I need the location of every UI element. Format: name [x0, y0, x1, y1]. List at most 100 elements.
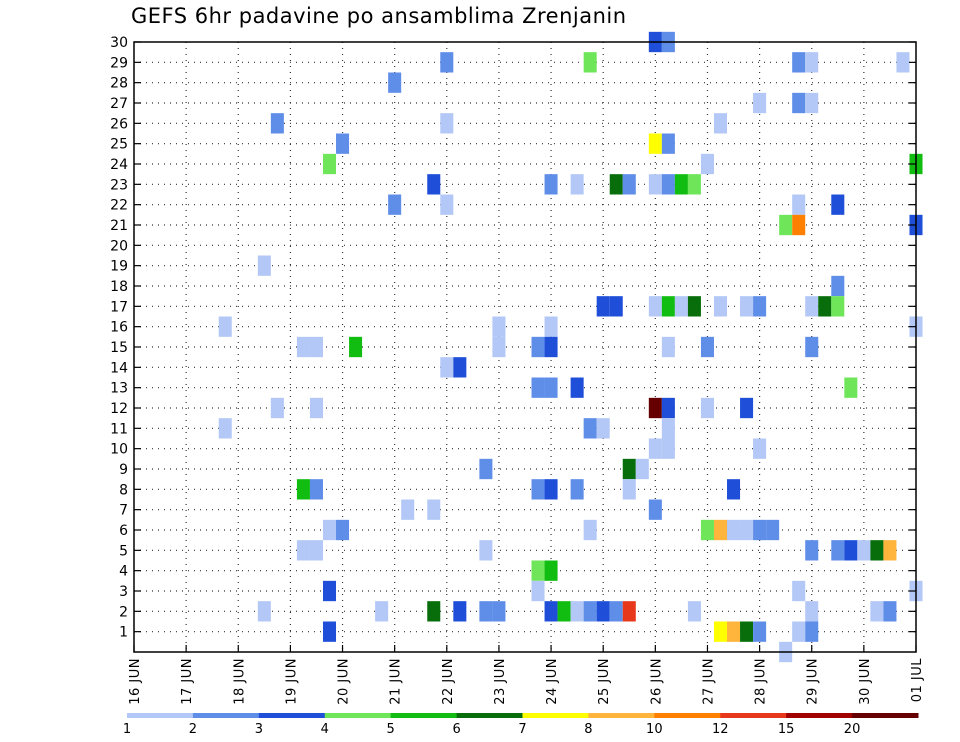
- precip-cell: [896, 52, 910, 73]
- precip-cell: [674, 296, 688, 317]
- precip-cell: [427, 499, 441, 520]
- precip-cell: [661, 418, 675, 439]
- precip-cell: [779, 214, 793, 236]
- grid-lines: [134, 42, 916, 652]
- precip-cell: [753, 296, 767, 317]
- precip-cell: [309, 479, 323, 500]
- precip-cell: [674, 174, 688, 195]
- precip-cell: [753, 438, 767, 459]
- colorbar-swatch: [720, 713, 787, 718]
- y-tick-label: 29: [110, 55, 128, 71]
- y-tick-label: 5: [119, 543, 128, 559]
- precip-cell: [648, 133, 662, 154]
- precip-cell: [440, 113, 454, 134]
- colorbar-swatch: [192, 713, 260, 718]
- y-tick-label: 17: [110, 299, 128, 315]
- colorbar-swatch: [127, 713, 194, 718]
- precip-cell: [492, 601, 506, 622]
- y-tick-label: 24: [110, 157, 128, 173]
- precip-cell: [805, 52, 819, 73]
- x-tick-label: 19 JUN: [284, 658, 299, 705]
- precip-cell: [727, 519, 741, 541]
- precip-cell: [596, 418, 610, 439]
- y-tick-label: 9: [119, 462, 128, 478]
- colorbar-label: 6: [452, 722, 460, 737]
- y-tick-label: 6: [119, 523, 128, 539]
- precip-cell: [713, 296, 728, 317]
- precip-cell: [831, 540, 845, 561]
- precip-cell: [218, 316, 232, 337]
- y-tick-label: 14: [110, 360, 128, 376]
- precip-cell: [492, 316, 506, 337]
- precip-cell: [296, 540, 310, 561]
- precip-cell: [740, 296, 754, 317]
- y-tick-label: 3: [119, 584, 128, 600]
- colorbar-label: 10: [646, 722, 663, 737]
- colorbar-label: 8: [584, 722, 592, 737]
- precip-cell: [544, 601, 558, 622]
- precip-cell: [792, 92, 806, 114]
- y-tick-label: 13: [110, 381, 128, 397]
- precip-cell: [349, 336, 363, 358]
- colorbar-label: 5: [387, 722, 395, 737]
- precip-cell: [440, 52, 454, 73]
- x-tick-label: 29 JUN: [806, 658, 821, 705]
- precip-cell: [622, 174, 636, 195]
- precip-cell: [648, 397, 662, 419]
- y-tick-label: 18: [110, 279, 128, 295]
- precip-cell: [296, 336, 310, 358]
- color-legend: 1 2 3 4 5 6 7 8 10 12 15 20: [123, 713, 919, 737]
- precip-cell: [596, 601, 610, 622]
- precip-cell: [583, 519, 597, 541]
- precip-cell: [479, 601, 493, 622]
- precip-cell: [427, 174, 441, 195]
- precip-cell: [661, 133, 675, 154]
- precip-cell: [609, 601, 623, 622]
- precip-cell: [700, 397, 714, 419]
- colorbar-swatch: [786, 713, 853, 718]
- precip-cell: [544, 560, 558, 581]
- precip-cell: [453, 357, 467, 378]
- precip-cell: [531, 580, 545, 602]
- precip-cell: [648, 499, 662, 520]
- colorbar-swatch: [654, 713, 721, 718]
- precip-cell: [388, 194, 402, 215]
- precip-cell: [857, 540, 871, 561]
- precip-cell: [700, 153, 714, 175]
- y-tick-label: 16: [110, 320, 128, 336]
- y-tick-label: 25: [110, 137, 128, 153]
- colorbar-label: 1: [123, 722, 131, 737]
- precip-cell: [661, 296, 675, 317]
- precip-cell: [792, 580, 806, 602]
- heatmap-cells: [218, 31, 923, 663]
- precip-cell: [309, 540, 323, 561]
- y-axis: 1234567891011121314151617181920212223242…: [110, 35, 916, 641]
- colorbar-label: 2: [189, 722, 197, 737]
- precip-cell: [805, 601, 819, 622]
- colorbar-label: 20: [844, 722, 861, 737]
- colorbar-swatch: [588, 713, 655, 718]
- precip-cell: [544, 336, 558, 358]
- precip-cell: [753, 519, 767, 541]
- precip-cell: [713, 519, 728, 541]
- y-tick-label: 21: [110, 218, 128, 234]
- precip-cell: [296, 479, 310, 500]
- precip-cell: [687, 601, 701, 622]
- precip-cell: [440, 357, 454, 378]
- precip-cell: [583, 418, 597, 439]
- precip-cell: [388, 72, 402, 93]
- x-tick-label: 01 JUL: [910, 658, 925, 703]
- precip-cell: [218, 418, 232, 439]
- precip-cell: [792, 194, 806, 215]
- precip-cell: [727, 621, 741, 642]
- precip-cell: [740, 519, 754, 541]
- precip-cell: [844, 540, 858, 561]
- precip-cell: [844, 377, 858, 398]
- precip-cell: [309, 397, 323, 419]
- x-tick-label: 27 JUN: [701, 658, 716, 705]
- precip-cell: [375, 601, 389, 622]
- precip-cell: [322, 580, 337, 602]
- x-tick-label: 28 JUN: [754, 658, 769, 705]
- colorbar-label: 12: [712, 722, 729, 737]
